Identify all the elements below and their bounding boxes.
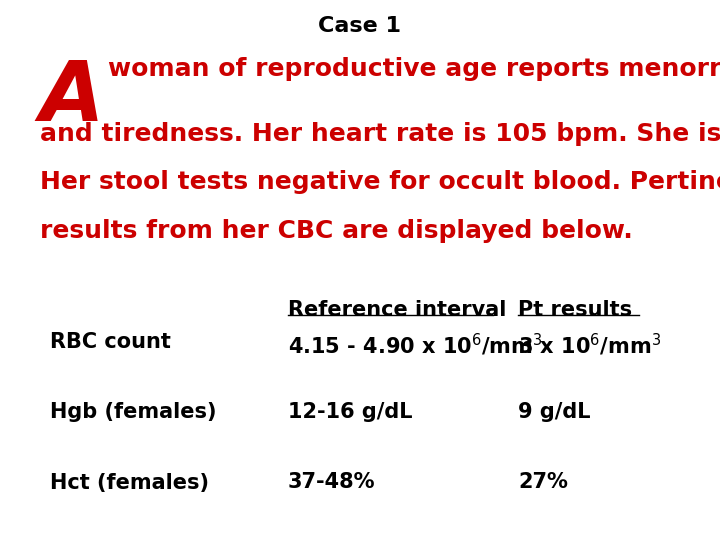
Text: 27%: 27%: [518, 472, 568, 492]
Text: Case 1: Case 1: [318, 16, 402, 36]
Text: results from her CBC are displayed below.: results from her CBC are displayed below…: [40, 219, 632, 242]
Text: A: A: [40, 57, 104, 138]
Text: 3 x 10$^{6}$/mm$^{3}$: 3 x 10$^{6}$/mm$^{3}$: [518, 332, 662, 359]
Text: 4.15 - 4.90 x 10$^{6}$/mm$^{3}$: 4.15 - 4.90 x 10$^{6}$/mm$^{3}$: [288, 332, 543, 359]
Text: 37-48%: 37-48%: [288, 472, 376, 492]
Text: 12-16 g/dL: 12-16 g/dL: [288, 402, 413, 422]
Text: Hct (females): Hct (females): [50, 472, 210, 492]
Text: and tiredness. Her heart rate is 105 bpm. She is pale.: and tiredness. Her heart rate is 105 bpm…: [40, 122, 720, 145]
Text: Her stool tests negative for occult blood. Pertinent: Her stool tests negative for occult bloo…: [40, 170, 720, 194]
Text: Pt results: Pt results: [518, 300, 633, 320]
Text: Hgb (females): Hgb (females): [50, 402, 217, 422]
Text: RBC count: RBC count: [50, 332, 171, 352]
Text: 9 g/dL: 9 g/dL: [518, 402, 591, 422]
Text: woman of reproductive age reports menorrhagia: woman of reproductive age reports menorr…: [108, 57, 720, 80]
Text: Reference interval: Reference interval: [288, 300, 506, 320]
